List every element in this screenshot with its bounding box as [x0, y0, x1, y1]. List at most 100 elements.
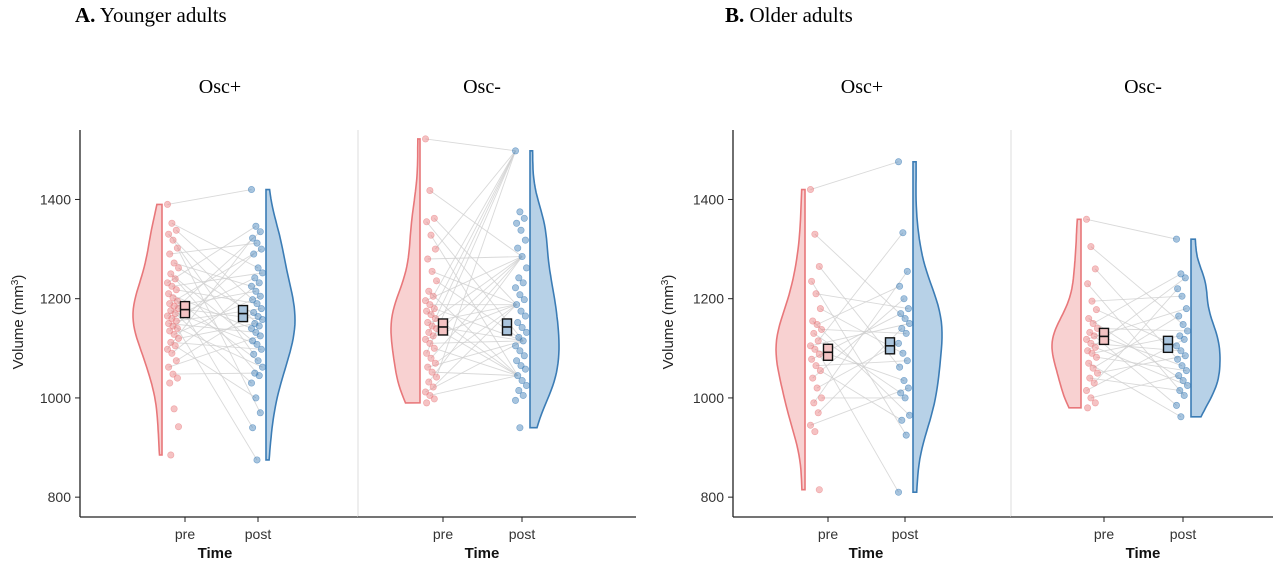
point-post — [257, 345, 265, 353]
point-post — [901, 315, 909, 323]
point-pre — [168, 219, 176, 227]
point-pre — [165, 290, 173, 298]
point-pre — [1084, 347, 1092, 355]
point-pre — [428, 267, 436, 275]
y-tick-label: 800 — [48, 489, 72, 505]
point-post — [514, 372, 522, 380]
point-pre — [173, 324, 181, 332]
point-post — [253, 300, 261, 308]
pair-line — [429, 340, 524, 344]
pair-line — [427, 256, 523, 260]
point-post — [896, 282, 904, 290]
point-pre — [170, 259, 178, 267]
point-pre — [423, 218, 431, 226]
point-pre — [173, 374, 181, 382]
x-axis-title-b-osc-plus: Time — [849, 545, 884, 562]
point-pre — [816, 305, 824, 313]
point-pre — [421, 297, 429, 305]
violin-post — [912, 160, 943, 494]
point-post — [257, 245, 265, 253]
point-pre — [173, 244, 181, 252]
pair-line — [433, 218, 517, 305]
point-pre — [811, 428, 819, 436]
point-pre — [425, 378, 433, 386]
point-post — [1173, 342, 1181, 350]
pair-line — [171, 222, 259, 269]
y-tick-label: 1000 — [693, 390, 724, 406]
point-pre — [1083, 335, 1091, 343]
facet-3: pre post — [1010, 130, 1273, 542]
point-pre — [814, 409, 822, 417]
point-pre — [1092, 353, 1100, 361]
point-post — [254, 357, 262, 365]
pair-line — [432, 150, 516, 297]
point-pre — [423, 349, 431, 357]
point-pre — [427, 231, 435, 239]
point-pre — [429, 292, 437, 300]
point-pre — [814, 337, 822, 345]
point-pre — [164, 312, 172, 320]
point-post — [521, 312, 529, 320]
point-post — [1176, 386, 1184, 394]
pair-line — [177, 328, 258, 461]
point-pre — [167, 270, 175, 278]
point-pre — [1085, 315, 1093, 323]
pair-line — [818, 354, 899, 493]
point-pre — [1087, 339, 1095, 347]
panel-a-heading: A. Younger adults — [75, 3, 227, 27]
point-post — [898, 416, 906, 424]
point-post — [905, 411, 913, 419]
point-pre — [165, 230, 173, 238]
pair-line — [435, 150, 516, 250]
pair-line — [1093, 288, 1178, 384]
pair-line — [172, 239, 255, 355]
point-post — [519, 337, 527, 345]
point-pre — [175, 334, 183, 342]
pair-line — [435, 304, 517, 364]
pair-line — [810, 161, 899, 190]
x-tick-label-post: post — [509, 526, 536, 542]
pair-line — [435, 256, 523, 319]
point-post — [248, 186, 256, 194]
point-pre — [1086, 374, 1094, 382]
point-pre — [1094, 369, 1102, 377]
point-pre — [1089, 364, 1097, 372]
point-pre — [175, 264, 183, 272]
x-tick-label-post: post — [1170, 526, 1197, 542]
violin-post — [529, 149, 560, 429]
point-post — [250, 250, 258, 258]
pair-line — [1095, 346, 1188, 386]
point-post — [516, 347, 524, 355]
point-pre — [1083, 215, 1091, 223]
pair-line — [1097, 355, 1186, 374]
point-post — [1177, 270, 1185, 278]
point-pre — [1088, 349, 1096, 357]
pair-line — [169, 242, 258, 255]
point-pre — [175, 423, 183, 431]
violin-post — [1190, 238, 1221, 418]
pair-line — [1090, 375, 1179, 399]
point-pre — [166, 379, 174, 387]
point-post — [514, 244, 522, 252]
point-post — [519, 279, 527, 287]
point-pre — [421, 135, 429, 143]
pair-line — [812, 298, 905, 379]
point-pre — [430, 344, 438, 352]
pair-line — [172, 325, 263, 368]
pair-line — [1092, 315, 1179, 369]
point-post — [903, 357, 911, 365]
point-post — [254, 264, 262, 272]
pair-line — [1097, 328, 1188, 332]
point-post — [250, 309, 258, 317]
pair-line — [430, 150, 516, 315]
point-post — [522, 264, 530, 272]
point-post — [520, 214, 528, 222]
point-pre — [428, 322, 436, 330]
point-post — [516, 424, 524, 432]
pair-line — [1086, 218, 1177, 240]
point-post — [520, 296, 528, 304]
pair-line — [167, 189, 252, 205]
facet-title-b-osc-minus: Osc- — [1124, 76, 1162, 98]
point-post — [248, 282, 256, 290]
point-post — [515, 386, 523, 394]
